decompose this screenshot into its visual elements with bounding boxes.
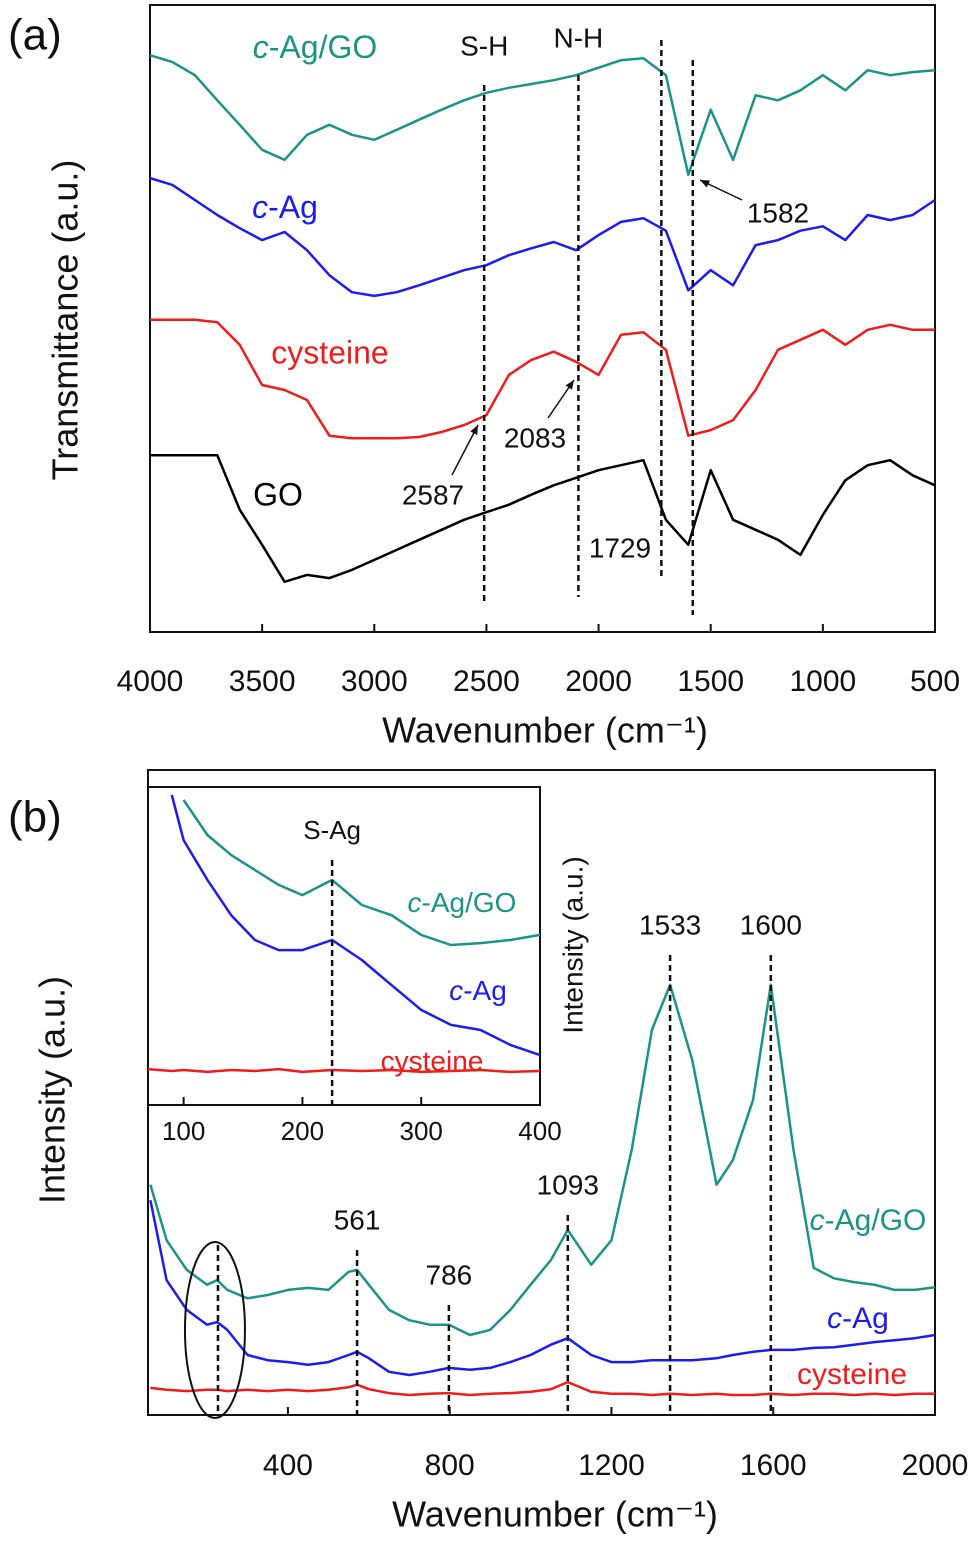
peak-annotation: 1729: [589, 532, 651, 563]
panel: (a) 4000 3500 3000 2500 2000 1500 1000 500 Wavenu…: [8, 4, 960, 751]
series-label: c-Ag: [827, 1302, 889, 1335]
x-tick-label: 4000: [117, 665, 184, 698]
panel-label: (b): [8, 793, 62, 842]
series-label: c-Ag/GO: [810, 1204, 927, 1237]
spectrum-line: [150, 318, 935, 440]
marker-label: 1093: [537, 1169, 599, 1200]
series-label: cysteine: [381, 1045, 484, 1076]
x-tick-label: 400: [263, 1449, 313, 1482]
spectrum-line: [149, 176, 936, 298]
x-tick-label: 2000: [565, 665, 632, 698]
y-axis-label: Transmittance (a.u.): [45, 160, 86, 481]
y-axis-label: Intensity (a.u.): [557, 856, 588, 1033]
x-tick-label: 1600: [740, 1449, 807, 1482]
x-tick-label: 3500: [229, 665, 296, 698]
x-axis-label: Wavenumber (cm⁻¹): [392, 1494, 718, 1535]
series-label: cysteine: [797, 1358, 907, 1391]
arrow-head: [700, 180, 710, 188]
series-label: GO: [253, 476, 303, 512]
plot-frame: [149, 4, 936, 633]
series-label: c-Ag/GO: [408, 887, 517, 918]
spectrum-line: [149, 983, 936, 1337]
x-tick-label: 500: [910, 665, 960, 698]
spectrum-line: [150, 1380, 935, 1397]
x-tick-label: 200: [281, 1116, 324, 1146]
annotation-arrow: [451, 424, 479, 476]
peak-annotation: 1582: [747, 197, 809, 228]
plot-frame: [147, 786, 541, 1106]
panel-label: (a): [8, 11, 62, 60]
marker-label: 1533: [639, 909, 701, 940]
peak-annotation: 2083: [504, 422, 566, 453]
x-tick-label: 400: [518, 1116, 561, 1146]
marker-label: 786: [426, 1259, 473, 1290]
spectrum-line: [147, 1067, 541, 1074]
series-label: c-Ag: [252, 189, 318, 225]
x-tick-label: 1500: [677, 665, 744, 698]
x-tick-label: 2500: [453, 665, 520, 698]
x-axis-label: Wavenumber (cm⁻¹): [382, 710, 708, 751]
marker-label: 561: [334, 1204, 381, 1235]
x-tick-label: 1200: [578, 1449, 645, 1482]
arrow-head: [565, 380, 574, 390]
x-tick-label: 3000: [341, 665, 408, 698]
marker-label: 1600: [740, 909, 802, 940]
spectrum-line: [149, 1199, 936, 1377]
x-tick-label: 100: [162, 1116, 205, 1146]
spectrum-line: [149, 54, 936, 177]
y-axis-label: Intensity (a.u.): [32, 976, 73, 1204]
spectrum-line: [150, 453, 936, 584]
inset: 100 200 300 400 Intensity (a.u.) c-Ag/GO c-Ag c…: [147, 786, 588, 1146]
marker-label: S-H: [460, 30, 508, 61]
series-label: c-Ag: [449, 975, 507, 1006]
x-tick-label: 300: [400, 1116, 443, 1146]
marker-label: S-Ag: [303, 815, 361, 845]
spectrum-line: [182, 799, 541, 947]
marker-label: N-H: [554, 22, 604, 53]
x-tick-label: 1000: [789, 665, 856, 698]
series-label: c-Ag/GO: [253, 29, 377, 65]
x-tick-label: 800: [425, 1449, 475, 1482]
peak-annotation: 2587: [402, 479, 464, 510]
series-label: cysteine: [271, 334, 388, 370]
x-tick-label: 2000: [902, 1449, 969, 1482]
highlight-ellipse: [183, 1241, 246, 1419]
arrow-head: [470, 425, 478, 435]
